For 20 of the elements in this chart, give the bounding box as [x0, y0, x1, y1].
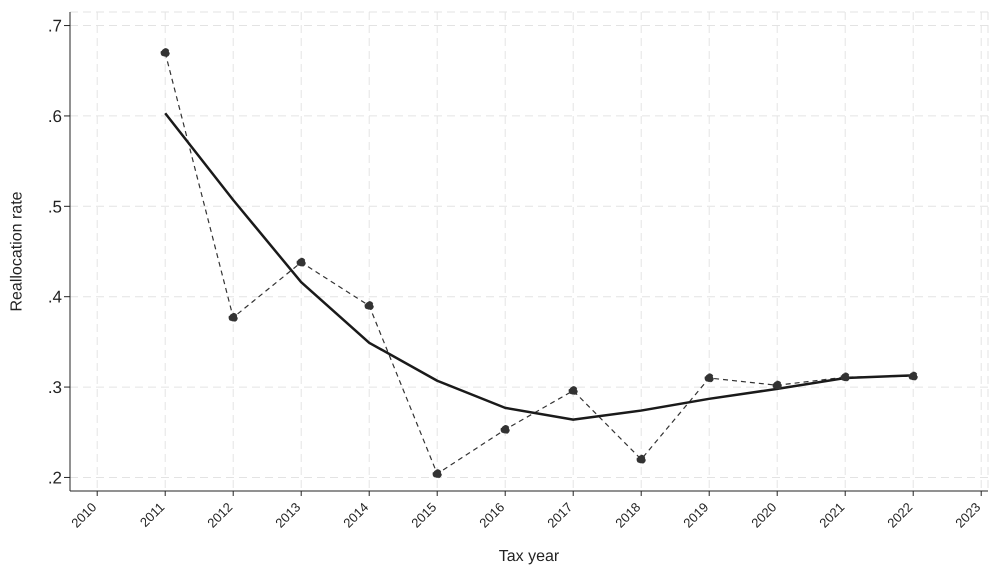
x-axis-title: Tax year — [498, 548, 560, 565]
point — [704, 373, 714, 383]
point — [840, 372, 850, 382]
point — [636, 454, 646, 464]
y-tick-label: .6 — [48, 106, 62, 126]
point — [908, 372, 918, 381]
point — [364, 301, 374, 310]
y-tick-label: .5 — [48, 197, 62, 216]
point — [568, 386, 578, 396]
point — [296, 258, 306, 267]
point — [228, 312, 238, 322]
point — [500, 424, 510, 434]
y-tick-label: .2 — [48, 468, 62, 488]
y-tick-label: .4 — [48, 288, 62, 307]
point — [160, 48, 170, 58]
point — [772, 380, 782, 390]
y-tick-label: .3 — [48, 378, 62, 398]
y-tick-label: .7 — [48, 16, 62, 36]
y-axis-title: Reallocation rate — [8, 191, 26, 312]
point — [432, 469, 442, 478]
